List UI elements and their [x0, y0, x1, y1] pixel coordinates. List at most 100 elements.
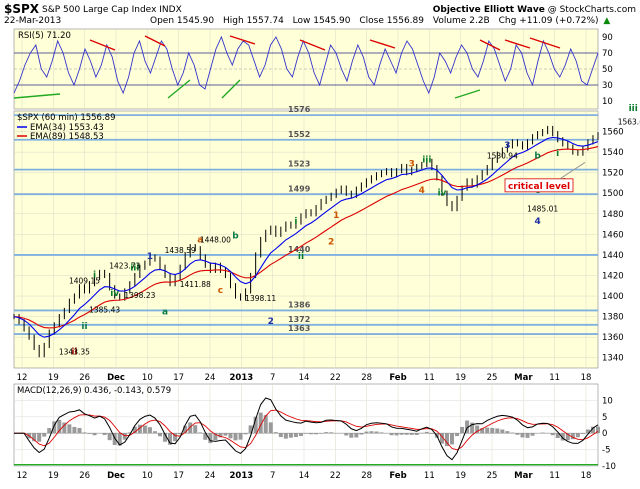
price-label: 1423.73: [109, 261, 140, 270]
x-tick-label: 19: [48, 373, 59, 383]
macd-histogram-bar: [359, 433, 363, 434]
price-tick-label: 1360: [602, 333, 624, 343]
macd-tick-label: 5: [602, 413, 607, 423]
price-label: 1343.35: [59, 348, 90, 357]
price-label: 1398.23: [124, 291, 155, 300]
price-label: 1563.62: [618, 117, 640, 126]
x-tick-label: 26: [79, 373, 90, 383]
macd-histogram-bar: [510, 433, 514, 434]
wave-label: 4: [419, 186, 425, 196]
macd-histogram-bar: [284, 433, 288, 438]
macd-histogram-bar: [380, 432, 384, 433]
x-tick-label: 12: [17, 373, 28, 383]
macd-histogram-bar: [500, 429, 504, 433]
wave-label: 3: [409, 160, 415, 170]
index-name: S&P 500 Large Cap Index INDX: [42, 5, 182, 15]
x-tick-label: Mar: [514, 471, 533, 481]
price-panel: 1340136013801400142014401460148015001520…: [14, 104, 640, 368]
macd-histogram-bar: [490, 428, 494, 433]
macd-histogram-bar: [425, 432, 429, 433]
price-tick-label: 1440: [602, 251, 624, 261]
macd-histogram-bar: [344, 433, 348, 435]
x-tick-label: 24: [205, 373, 216, 383]
x-tick-label: Feb: [389, 373, 406, 383]
price-title: $SPX (60 min) 1556.89: [17, 113, 116, 123]
macd-histogram-bar: [364, 432, 368, 434]
macd-histogram-bar: [541, 433, 545, 434]
wave-label: 2: [328, 238, 334, 248]
price-label: 1485.01: [527, 205, 558, 214]
wave-label: iii: [629, 104, 638, 114]
macd-histogram-bar: [269, 422, 273, 433]
macd-histogram-bar: [505, 431, 509, 433]
macd-histogram-bar: [77, 428, 81, 433]
macd-histogram-bar: [520, 433, 524, 437]
fib-level-label: 1386: [288, 300, 311, 309]
price-tick-label: 1460: [602, 230, 624, 240]
macd-histogram-bar: [390, 433, 394, 435]
macd-tick-label: -10: [602, 462, 616, 472]
x-tick-label: 18: [581, 373, 592, 383]
rsi-title: RSI(5) 71.20: [18, 31, 71, 41]
rsi-tick-label: 10: [602, 97, 613, 107]
price-label: 1448.00: [200, 236, 231, 245]
x-tick-label: 28: [361, 373, 372, 383]
x-tick-label: 22: [330, 471, 341, 481]
macd-histogram-bar: [309, 433, 313, 434]
macd-histogram-bar: [369, 431, 373, 433]
fib-level-label: 1372: [288, 315, 310, 324]
macd-histogram-bar: [576, 433, 580, 437]
price-label: 1438.59: [165, 246, 196, 255]
chart-date: 22-Mar-2013: [4, 16, 61, 26]
macd-histogram-bar: [279, 433, 283, 437]
x-tick-label: 28: [361, 471, 372, 481]
macd-histogram-bar: [349, 433, 353, 438]
price-label: 1411.88: [180, 280, 211, 289]
macd-histogram-bar: [324, 432, 328, 433]
macd-histogram-bar: [193, 425, 197, 433]
x-tick-label: 10: [142, 471, 153, 481]
ohlc-values: Open 1545.90 High 1557.74 Low 1545.90 Cl…: [150, 16, 610, 26]
wave-label: 1: [333, 211, 339, 221]
fib-level-label: 1576: [288, 105, 311, 114]
macd-histogram-bar: [526, 433, 530, 438]
price-tick-label: 1380: [602, 313, 624, 323]
price-tick-label: 1420: [602, 271, 624, 281]
macd-histogram-bar: [143, 425, 147, 433]
macd-histogram-bar: [234, 433, 238, 440]
rsi-tick-label: 30: [602, 81, 613, 91]
price-tick-label: 1340: [602, 354, 624, 364]
x-tick-label: Feb: [389, 471, 406, 481]
macd-histogram-bar: [374, 432, 378, 434]
macd-histogram-bar: [72, 427, 76, 433]
fib-level-label: 1552: [288, 130, 310, 139]
macd-histogram-bar: [188, 422, 192, 433]
panel-background: [14, 384, 598, 466]
macd-histogram-bar: [460, 427, 464, 433]
x-tick-label: 11: [424, 471, 435, 481]
price-label: 1385.43: [89, 305, 120, 314]
x-tick-label: 25: [487, 373, 498, 383]
watermark: Objective Elliott Wave @ StockCharts.com: [433, 5, 636, 15]
wave-label: i: [294, 217, 297, 227]
x-tick-label: 10: [142, 373, 153, 383]
macd-histogram-bar: [294, 433, 298, 437]
wave-label: 2: [268, 317, 274, 327]
macd-title: MACD(12,26,9) 0.436, -0.143, 0.579: [17, 386, 171, 396]
wave-label: 1: [147, 252, 153, 262]
macd-histogram-bar: [354, 433, 358, 437]
x-tick-label: Dec: [107, 471, 125, 481]
macd-histogram-bar: [410, 433, 414, 435]
macd-histogram-bar: [455, 433, 459, 436]
macd-histogram-bar: [581, 433, 585, 434]
x-tick-label: 26: [79, 471, 90, 481]
x-tick-label: 12: [17, 471, 28, 481]
price-tick-label: 1480: [602, 210, 624, 220]
macd-histogram-bar: [239, 433, 243, 439]
macd-histogram-bar: [395, 433, 399, 435]
annotation-text: critical level: [508, 182, 570, 192]
wave-label: ii: [81, 322, 87, 332]
macd-histogram-bar: [314, 433, 318, 434]
